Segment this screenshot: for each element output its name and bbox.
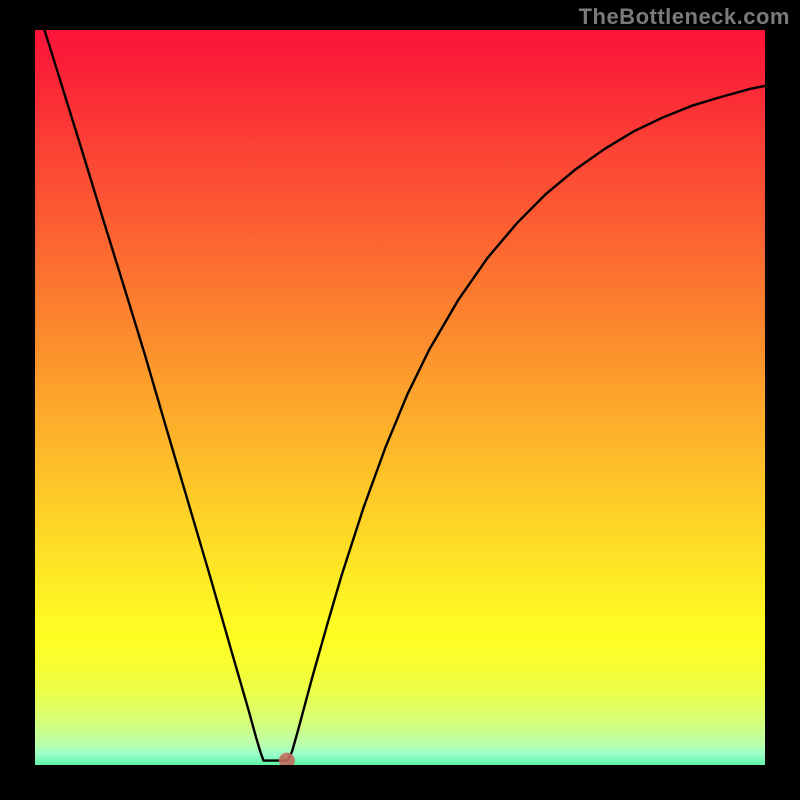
- chart-frame: TheBottleneck.com: [0, 0, 800, 800]
- bottleneck-chart: [35, 30, 765, 765]
- gradient-background: [35, 30, 765, 765]
- watermark-text: TheBottleneck.com: [579, 4, 790, 30]
- plot-area: [35, 30, 765, 765]
